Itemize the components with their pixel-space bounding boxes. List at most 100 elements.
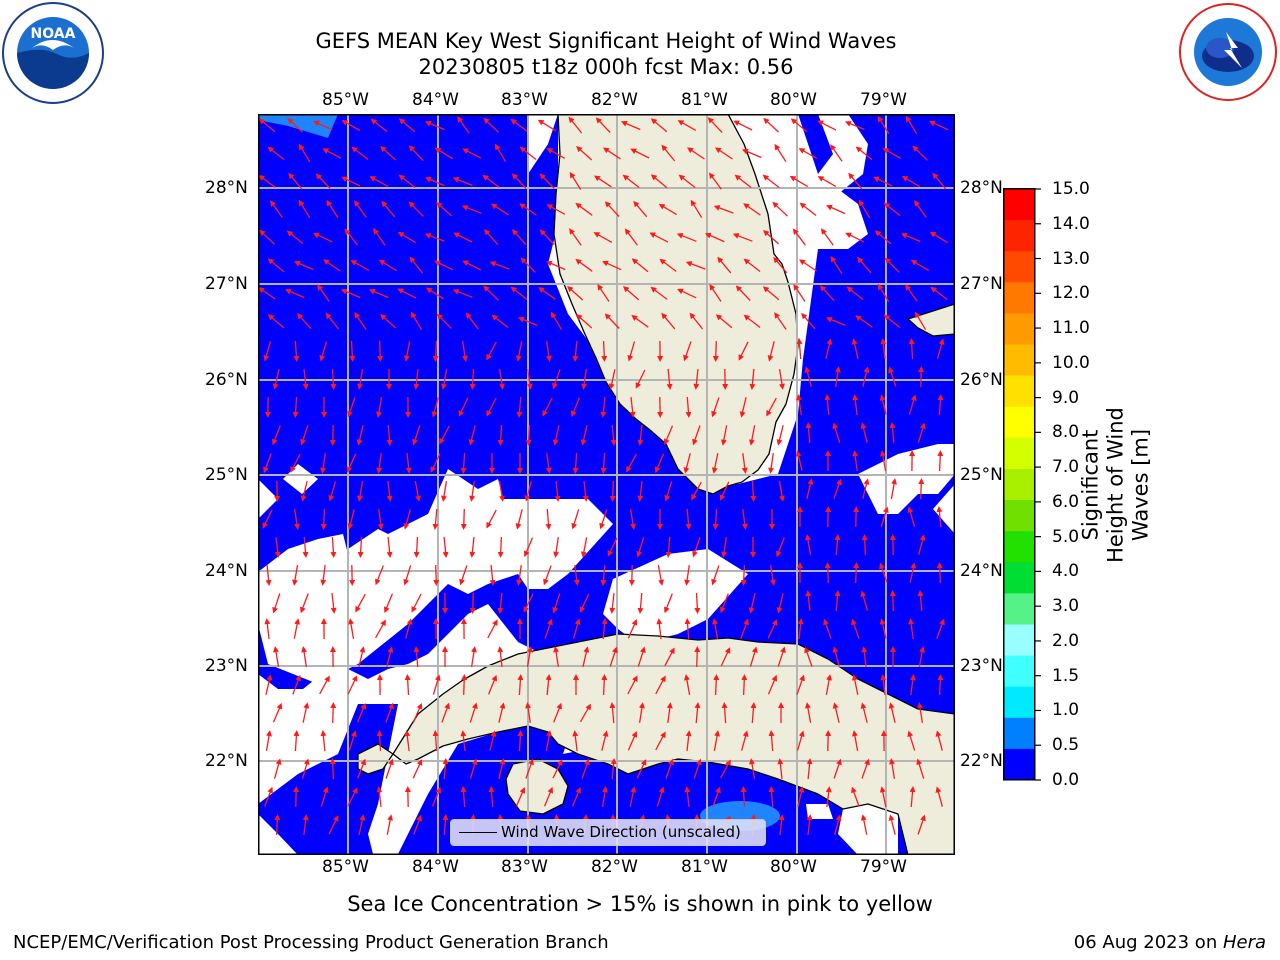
lat-label-left-28n: 28°N (205, 178, 248, 198)
colorbar-tick-label: 2.0 (1052, 630, 1080, 651)
wind-wave-arrow (766, 397, 777, 417)
wind-wave-arrow (487, 619, 498, 639)
wind-wave-arrow (320, 565, 327, 586)
lat-label-left-25n: 25°N (205, 465, 248, 485)
wind-wave-arrow (663, 425, 674, 446)
wind-wave-arrow (607, 537, 618, 557)
wind-wave-arrow (494, 143, 507, 163)
wind-wave-arrow (425, 176, 445, 187)
wind-wave-arrow (272, 369, 280, 390)
wind-wave-arrow (774, 143, 787, 162)
wind-wave-arrow (405, 453, 412, 474)
wind-wave-arrow (852, 394, 859, 415)
map-frame (258, 114, 955, 855)
lat-label-right-22n: 22°N (960, 751, 1003, 771)
wind-wave-arrow (627, 675, 638, 695)
wind-wave-arrow (713, 205, 734, 214)
colorbar-tick-label: 13.0 (1052, 248, 1090, 269)
lon-label-bottom-82w: 82°W (591, 857, 638, 877)
wind-wave-arrow (497, 646, 504, 667)
wind-wave-arrow (313, 232, 333, 243)
wind-wave-arrow (655, 675, 666, 695)
lat-label-right-24n: 24°N (960, 561, 1003, 581)
wind-wave-arrow (817, 120, 837, 131)
wind-wave-arrow (774, 312, 787, 330)
wind-wave-arrow (740, 730, 749, 751)
wind-wave-arrow (523, 593, 534, 613)
wind-wave-arrow (263, 341, 272, 362)
isla-de-la-juventud (505, 758, 569, 815)
wind-wave-arrow (486, 509, 497, 529)
wind-wave-arrow (348, 618, 355, 640)
wind-wave-arrow (874, 230, 892, 245)
wind-wave-arrow (542, 397, 553, 417)
wind-wave-arrow (630, 148, 650, 159)
wind-wave-arrow (385, 702, 394, 723)
wind-wave-arrow (376, 786, 383, 807)
wind-wave-arrow (917, 590, 924, 612)
legend-line-swatch (459, 832, 497, 833)
wind-wave-arrow (568, 116, 583, 134)
wind-wave-arrow (855, 315, 873, 328)
colorbar-segment (1004, 189, 1034, 221)
wind-wave-arrow (385, 758, 394, 779)
colorbar-segment (1004, 220, 1034, 252)
wind-wave-arrow (344, 228, 359, 246)
wind-wave-arrow (678, 174, 696, 189)
colorbar-label: Significant Height of Wind Waves [m] (1078, 407, 1153, 563)
wind-wave-arrow (376, 396, 383, 418)
wind-wave-arrow (627, 341, 636, 362)
wind-wave-arrow (432, 508, 439, 530)
wind-wave-arrow (741, 509, 748, 530)
wind-wave-arrow (750, 480, 757, 502)
wind-wave-arrow (763, 117, 780, 133)
wind-wave-arrow (288, 172, 303, 190)
wind-wave-arrow (858, 199, 871, 219)
wind-wave-arrow (274, 537, 281, 558)
wind-wave-arrow (880, 506, 889, 527)
wind-wave-arrow (537, 119, 557, 132)
lat-label-right-27n: 27°N (960, 274, 1003, 294)
wind-wave-arrow (889, 422, 896, 444)
wind-wave-arrow (657, 564, 665, 586)
wind-wave-arrow (654, 453, 665, 474)
wind-wave-arrow (879, 618, 887, 639)
wind-wave-arrow (273, 646, 280, 668)
wind-wave-arrow (357, 368, 364, 390)
wind-wave-arrow (890, 478, 898, 500)
wind-wave-arrow (469, 368, 476, 390)
wind-wave-arrow (347, 509, 355, 530)
wind-wave-arrow (264, 618, 271, 639)
wind-wave-arrow (581, 369, 588, 390)
wind-wave-arrow (708, 172, 722, 190)
wind-wave-arrow (340, 288, 361, 299)
wind-wave-arrow (626, 453, 637, 473)
wind-wave-arrow (717, 256, 732, 274)
wind-wave-arrow (302, 536, 309, 558)
wind-wave-arrow (301, 646, 308, 668)
wind-wave-arrow (738, 341, 749, 361)
wind-wave-arrow (740, 618, 749, 639)
wind-wave-arrow (410, 311, 423, 331)
wind-wave-arrow (600, 564, 607, 586)
wind-wave-arrow (733, 120, 753, 131)
colorbar-tick-label: 6.0 (1052, 491, 1080, 512)
wind-wave-arrow (601, 730, 609, 751)
wind-wave-arrow (320, 730, 327, 752)
wind-wave-arrow (860, 814, 868, 835)
wind-wave-arrow (629, 786, 637, 807)
wind-wave-arrow (369, 176, 389, 187)
wind-wave-arrow (486, 397, 497, 417)
wind-wave-arrow (820, 228, 834, 246)
wind-wave-arrow (465, 312, 479, 330)
wind-wave-arrow (909, 674, 916, 695)
wind-wave-arrow (936, 338, 945, 359)
noaa-logo-text: NOAA (31, 26, 76, 42)
wind-wave-arrow (720, 593, 729, 614)
wind-wave-arrow (398, 174, 416, 189)
wind-wave-arrow (796, 674, 805, 695)
colorbar-segment (1004, 717, 1034, 750)
wave-height-map (258, 114, 955, 855)
wind-wave-arrow (676, 233, 697, 242)
colorbar-segment (1004, 562, 1034, 594)
